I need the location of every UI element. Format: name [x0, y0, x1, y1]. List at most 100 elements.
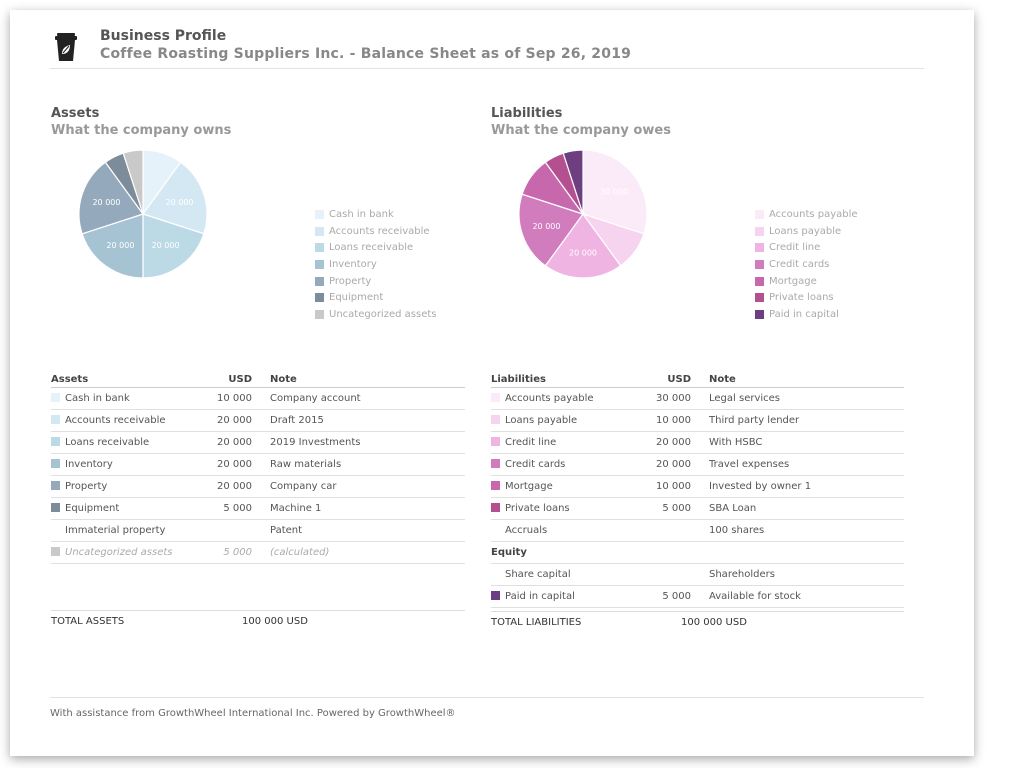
page-header: Business Profile Coffee Roasting Supplie…	[50, 28, 924, 69]
liabilities-table-header: Liabilities USD Note	[491, 371, 904, 388]
assets-row-name: Uncategorized assets	[51, 541, 201, 564]
page-subtitle: Coffee Roasting Suppliers Inc. - Balance…	[100, 46, 632, 62]
liabilities-row-name: Share capital	[491, 563, 641, 586]
liabilities-row-name: Paid in capital	[491, 585, 641, 608]
liabilities-row-note: Shareholders	[709, 563, 904, 586]
liabilities-col-usd: USD	[641, 371, 709, 388]
assets-col-usd: USD	[201, 371, 270, 388]
liabilities-row-swatch	[491, 503, 500, 512]
assets-table-row: Property 20 000 Company car	[51, 475, 465, 498]
liabilities-row-note: With HSBC	[709, 431, 904, 454]
assets-row-usd: 10 000	[201, 387, 270, 410]
liabilities-data-label: 20 000	[532, 222, 560, 231]
assets-legend-label: Property	[329, 275, 372, 287]
liabilities-table-row: Loans payable 10 000 Third party lender	[491, 409, 904, 432]
liabilities-row-usd: 5 000	[641, 497, 709, 520]
assets-legend-swatch	[315, 293, 324, 303]
liabilities-slice-credit-line	[544, 212, 622, 279]
assets-row-name: Inventory	[51, 453, 201, 476]
liabilities-table-row: Mortgage 10 000 Invested by owner 1	[491, 475, 904, 498]
assets-table-row: Loans receivable 20 000 2019 Investments	[51, 431, 465, 454]
assets-slice-inventory	[81, 213, 144, 279]
assets-col-note: Note	[270, 371, 465, 388]
assets-table-row: Accounts receivable 20 000 Draft 2015	[51, 409, 465, 432]
liabilities-data-label: 30 000	[600, 187, 628, 196]
footer-credits: With assistance from GrowthWheel Interna…	[50, 708, 456, 719]
liabilities-legend-item: Paid in capital	[755, 306, 858, 323]
assets-row-usd: 5 000	[201, 541, 270, 564]
liabilities-row-usd: 20 000	[641, 453, 709, 476]
liabilities-legend-swatch	[755, 276, 764, 286]
liabilities-legend-label: Private loans	[769, 292, 834, 304]
liabilities-table-row: Accounts payable 30 000 Legal services	[491, 387, 904, 410]
liabilities-legend-item: Mortgage	[755, 273, 858, 290]
assets-legend-label: Loans receivable	[329, 242, 414, 254]
liabilities-row-usd: 10 000	[641, 475, 709, 498]
liabilities-row-name: Credit cards	[491, 453, 641, 476]
assets-data-label: 20 000	[166, 198, 194, 207]
liabilities-legend: Accounts payable Loans payable Credit line…	[755, 206, 858, 323]
liabilities-table-row: Private loans 5 000 SBA Loan	[491, 497, 904, 520]
assets-data-label: 20 000	[92, 198, 120, 207]
assets-row-name: Accounts receivable	[51, 409, 201, 432]
liabilities-row-name: Accruals	[491, 519, 641, 542]
liabilities-table-row: Accruals 100 shares	[491, 519, 904, 542]
assets-legend-item: Inventory	[315, 256, 436, 273]
assets-legend: Cash in bank Accounts receivable Loans rec…	[315, 206, 436, 323]
liabilities-slice-credit-cards	[518, 193, 584, 267]
liabilities-table-row: Credit cards 20 000 Travel expenses	[491, 453, 904, 476]
assets-slice-accounts-receivable	[142, 161, 208, 235]
assets-row-note: Machine 1	[270, 497, 465, 520]
liabilities-subtitle: What the company owes	[491, 123, 671, 138]
page-footer: With assistance from GrowthWheel Interna…	[50, 697, 924, 719]
liabilities-row-note: Travel expenses	[709, 453, 904, 476]
liabilities-row-note: Legal services	[709, 387, 904, 410]
assets-row-usd: 20 000	[201, 475, 270, 498]
assets-row-note: Company car	[270, 475, 465, 498]
assets-row-note: (calculated)	[270, 541, 465, 564]
liabilities-legend-swatch	[755, 226, 764, 236]
liabilities-legend-item: Private loans	[755, 289, 858, 306]
liabilities-legend-label: Loans payable	[769, 225, 842, 237]
assets-row-note: Company account	[270, 387, 465, 410]
liabilities-legend-label: Accounts payable	[769, 208, 858, 220]
assets-legend-label: Uncategorized assets	[329, 308, 437, 320]
liabilities-slice-accounts-payable	[582, 149, 648, 235]
assets-data-label: 20 000	[106, 241, 134, 250]
total-assets-label: TOTAL ASSETS	[51, 616, 125, 627]
assets-legend-item: Uncategorized assets	[315, 306, 436, 323]
assets-col-name: Assets	[51, 371, 201, 388]
liabilities-row-usd: 5 000	[641, 585, 709, 608]
assets-row-usd: 20 000	[201, 453, 270, 476]
assets-legend-item: Property	[315, 273, 436, 290]
assets-row-swatch	[51, 393, 60, 402]
assets-row-name: Cash in bank	[51, 387, 201, 410]
assets-legend-item: Accounts receivable	[315, 223, 436, 240]
page-title: Business Profile	[100, 28, 227, 44]
assets-row-usd	[201, 519, 270, 542]
liabilities-legend-label: Credit line	[769, 242, 821, 254]
assets-pie-chart: 20 000 20 000 20 000 20 000	[78, 149, 208, 279]
assets-legend-swatch	[315, 209, 324, 219]
liabilities-row-swatch	[491, 393, 500, 402]
liabilities-row-name: Mortgage	[491, 475, 641, 498]
assets-row-note: Patent	[270, 519, 465, 542]
assets-legend-item: Equipment	[315, 289, 436, 306]
assets-title: Assets	[51, 106, 100, 121]
liabilities-row-swatch	[491, 591, 500, 600]
liabilities-row-usd	[641, 519, 709, 542]
assets-row-note: 2019 Investments	[270, 431, 465, 454]
liabilities-table-row: Paid in capital 5 000 Available for stock	[491, 585, 904, 608]
assets-table-row: Cash in bank 10 000 Company account	[51, 387, 465, 410]
liabilities-row-note: Invested by owner 1	[709, 475, 904, 498]
liabilities-legend-swatch	[755, 259, 764, 269]
liabilities-pie-chart: 30 000 20 000 20 000	[518, 149, 648, 279]
assets-row-name: Property	[51, 475, 201, 498]
assets-legend-label: Equipment	[329, 292, 384, 304]
liabilities-row-swatch	[491, 481, 500, 490]
liabilities-row-usd: 20 000	[641, 431, 709, 454]
assets-slice-uncategorized-assets	[122, 149, 144, 215]
total-liabilities-value: 100 000 USD	[681, 617, 747, 628]
assets-row-swatch	[51, 503, 60, 512]
assets-row-swatch	[51, 547, 60, 556]
